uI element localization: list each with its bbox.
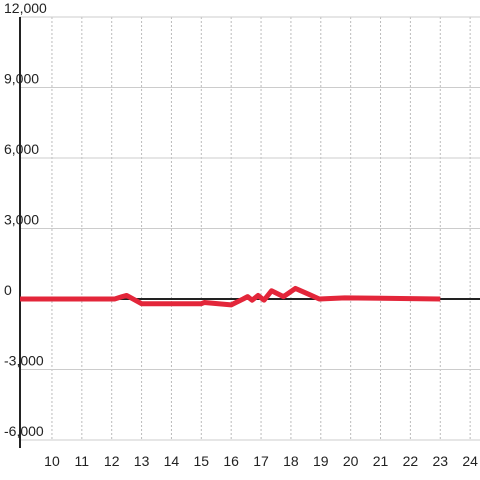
x-tick-label: 10 bbox=[44, 453, 60, 469]
x-tick-label: 11 bbox=[75, 453, 90, 469]
y-tick-label: 12,000 bbox=[4, 0, 47, 16]
y-tick-label: 9,000 bbox=[4, 71, 39, 87]
x-tick-label: 20 bbox=[343, 453, 359, 469]
x-tick-label: 18 bbox=[283, 453, 299, 469]
x-tick-label: 13 bbox=[134, 453, 150, 469]
y-tick-label: -6,000 bbox=[4, 423, 44, 439]
y-tick-label: 3,000 bbox=[4, 212, 39, 228]
x-tick-label: 21 bbox=[373, 453, 389, 469]
x-tick-label: 19 bbox=[313, 453, 329, 469]
x-tick-label: 16 bbox=[223, 453, 239, 469]
y-tick-label: 6,000 bbox=[4, 141, 39, 157]
x-tick-label: 24 bbox=[462, 453, 478, 469]
x-tick-label: 15 bbox=[194, 453, 210, 469]
x-tick-label: 22 bbox=[403, 453, 419, 469]
x-tick-label: 23 bbox=[432, 453, 448, 469]
x-tick-label: 12 bbox=[104, 453, 120, 469]
y-tick-label: 0 bbox=[4, 282, 12, 298]
data-line bbox=[20, 285, 441, 308]
y-tick-label: -3,000 bbox=[4, 353, 44, 369]
x-tick-label: 14 bbox=[164, 453, 180, 469]
x-tick-label: 17 bbox=[253, 453, 269, 469]
